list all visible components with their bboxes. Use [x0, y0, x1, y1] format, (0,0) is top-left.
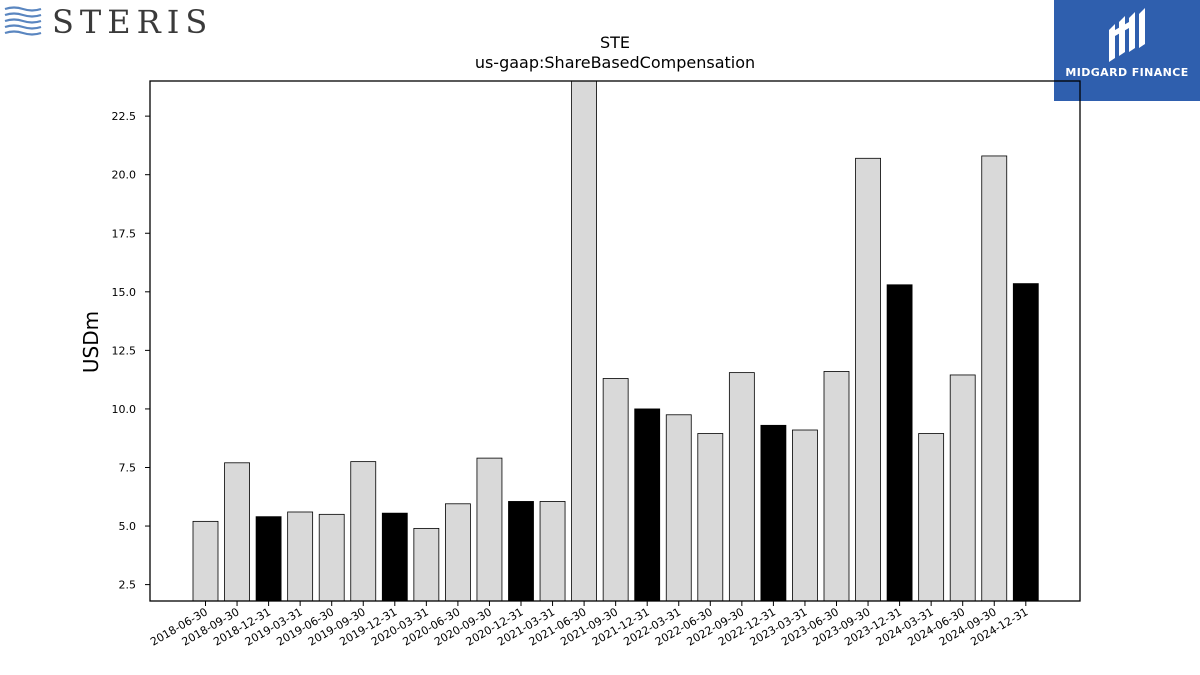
- bar-2019-06-30: [318, 513, 345, 602]
- bar-2021-09-30: [602, 378, 629, 602]
- bar-2019-12-31: [381, 512, 408, 602]
- bar-2024-12-31: [1012, 283, 1039, 602]
- bar-2021-12-31: [634, 408, 661, 602]
- y-tick-label: 10.0: [112, 403, 137, 416]
- chart-subtitle: us-gaap:ShareBasedCompensation: [475, 53, 755, 72]
- y-axis-label: USDm: [79, 311, 103, 373]
- midgard-m-icon: [1109, 8, 1145, 62]
- bar-2022-12-31: [760, 424, 787, 602]
- y-ticks-group: 2.5 5.0 7.5 10.0 12.5 15.0 17.5 20.0 22.5: [112, 110, 150, 592]
- y-tick-label: 20.0: [112, 169, 137, 182]
- bar-2018-12-31: [255, 516, 282, 602]
- y-tick-label: 2.5: [119, 579, 137, 592]
- y-tick-label: 7.5: [119, 461, 137, 474]
- bar-2023-06-30: [823, 371, 850, 602]
- plot-frame: [149, 80, 1081, 602]
- bar-2020-03-31: [413, 527, 440, 602]
- waves-icon: [4, 6, 42, 36]
- bar-2019-09-30: [350, 461, 377, 602]
- bar-2023-09-30: [855, 157, 881, 602]
- bar-2021-06-30: [571, 80, 597, 602]
- bar-2022-09-30: [728, 372, 755, 602]
- bar-2023-03-31: [792, 429, 818, 602]
- bars-group: [192, 80, 1039, 602]
- y-tick-label: 5.0: [119, 520, 137, 533]
- bar-2021-03-31: [539, 501, 566, 602]
- chart-title: STE: [600, 33, 630, 52]
- y-tick-label: 22.5: [112, 110, 137, 123]
- bar-2020-06-30: [444, 503, 471, 602]
- steris-logo: STERIS: [4, 3, 214, 41]
- bar-2019-03-31: [287, 511, 314, 602]
- bar-2024-03-31: [918, 433, 945, 602]
- bar-2020-12-31: [508, 501, 534, 602]
- y-tick-label: 17.5: [112, 227, 137, 240]
- bar-2018-09-30: [224, 462, 250, 602]
- brand-name: STERIS: [52, 3, 214, 41]
- x-ticks-group: 2018-06-302018-09-302018-12-312019-03-31…: [148, 601, 1030, 649]
- y-tick-label: 15.0: [112, 286, 137, 299]
- bar-2024-09-30: [981, 155, 1008, 602]
- bar-2023-12-31: [886, 284, 913, 602]
- bar-2020-09-30: [476, 457, 503, 602]
- bar-2024-06-30: [949, 374, 976, 602]
- y-tick-label: 12.5: [112, 344, 137, 357]
- bar-2018-06-30: [192, 520, 219, 602]
- midgard-finance-logo: MIDGARD FINANCE: [1054, 0, 1200, 101]
- bar-2022-06-30: [697, 433, 724, 602]
- bar-2022-03-31: [665, 414, 692, 602]
- partner-name: MIDGARD FINANCE: [1065, 66, 1189, 79]
